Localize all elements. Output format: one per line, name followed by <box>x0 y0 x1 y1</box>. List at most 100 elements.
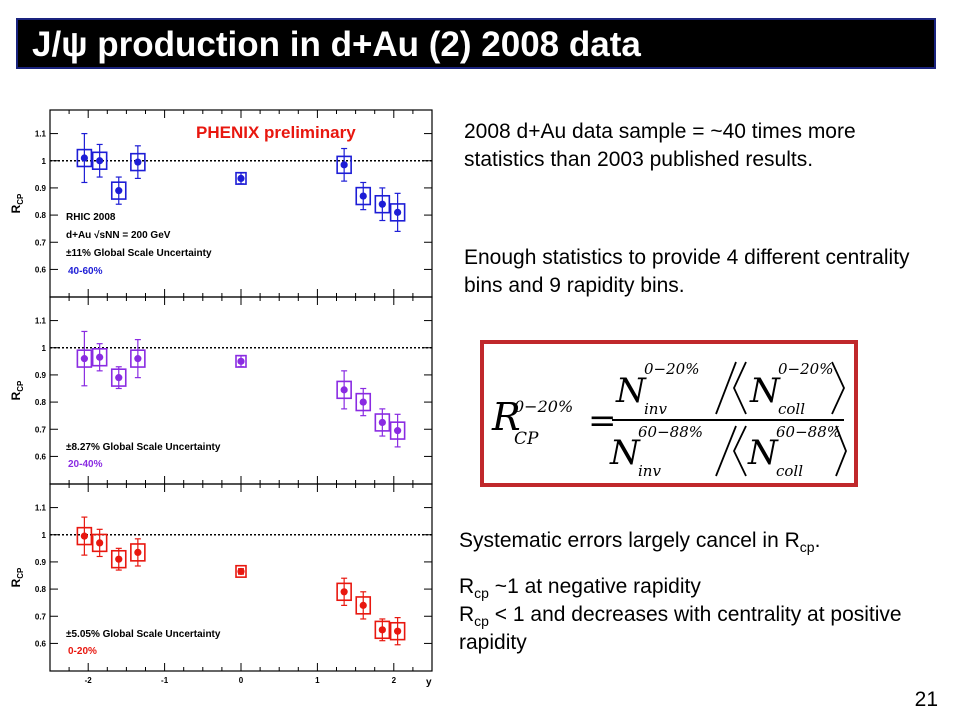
rcp-formula-box: R CP 0−20% = N 0−20% inv N 0−20% coll N … <box>480 340 858 487</box>
paragraph-statistics: 2008 d+Au data sample = ~40 times more s… <box>464 118 934 174</box>
sys-box <box>389 621 406 641</box>
y-tick-label: 0.8 <box>35 211 47 220</box>
sys-box <box>336 155 352 175</box>
y-axis-label: RCP <box>9 380 25 400</box>
den-slash <box>715 425 737 477</box>
data-point <box>134 355 142 363</box>
c2-prefix: R <box>459 603 475 626</box>
y-tick-label: 1.1 <box>35 130 47 139</box>
panel-middle: 0.6 0.7 0.8 0.9 1 1.1 RCP ±8.27% Global Scale U… <box>9 296 433 485</box>
y-tick-label: 0.6 <box>35 639 47 648</box>
sys-box <box>374 413 391 432</box>
slide-title: J/ψ production in d+Au (2) 2008 data <box>32 25 641 64</box>
rhic-label: RHIC 2008 <box>66 212 116 223</box>
centrality-label: 0-20% <box>68 646 97 657</box>
sys-box <box>91 348 108 367</box>
den-N-inv: N <box>609 433 641 473</box>
den-N-coll-sup: 60−88% <box>776 423 841 441</box>
data-point <box>340 386 348 394</box>
x-axis-label: y <box>426 677 432 688</box>
sys-box <box>389 421 406 440</box>
num-langle <box>733 361 747 415</box>
data-point <box>115 187 123 195</box>
num-N-inv: N <box>615 371 647 411</box>
y-tick-label: 0.8 <box>35 398 47 407</box>
rcp-formula: R CP 0−20% = N 0−20% inv N 0−20% coll N … <box>491 360 847 480</box>
data-point <box>378 200 386 208</box>
c1-sub: cp <box>474 585 489 601</box>
data-point <box>115 374 123 382</box>
global-uncertainty-label: ±11% Global Scale Uncertainty <box>66 248 212 259</box>
sys-box <box>336 582 352 602</box>
panel-frame <box>49 296 433 485</box>
conclusion-line-1: Rcp ~1 at negative rapidity <box>459 573 939 601</box>
y-tick-label: 0.7 <box>35 612 47 621</box>
rcp-figure: 0.6 0.7 0.8 0.9 1 1.1 RCP PHENIX preliminary RHI… <box>9 109 433 688</box>
data-point <box>394 427 402 435</box>
y-tick-label: 1 <box>42 157 47 166</box>
y-tick-label: 0.9 <box>35 371 47 380</box>
x-tick-label: 2 <box>392 676 397 685</box>
panel-bottom: 0.6 0.7 0.8 0.9 1 1.1 RCP ±5.05% Global Scale U… <box>9 483 433 688</box>
formula-R: R <box>491 395 521 439</box>
data-point <box>237 567 245 576</box>
formula-cp-sub: CP <box>514 429 539 449</box>
systematics-suffix: . <box>814 529 821 552</box>
den-langle <box>733 425 747 477</box>
data-point <box>80 355 88 363</box>
systematics-prefix: Systematic errors largely cancel in R <box>459 529 800 552</box>
sys-box <box>389 203 406 222</box>
data-point <box>96 539 104 547</box>
data-point <box>96 157 104 165</box>
global-uncertainty-label: ±8.27% Global Scale Uncertainty <box>66 442 221 453</box>
data-point <box>134 548 142 557</box>
centrality-label: 20-40% <box>68 459 103 470</box>
sys-box <box>110 368 127 387</box>
den-N-coll-sub: coll <box>776 462 803 480</box>
data-point <box>359 398 367 406</box>
data-point <box>378 418 386 427</box>
num-rangle <box>831 361 845 415</box>
data-point <box>237 357 245 365</box>
paragraph-bins-text: Enough statistics to provide 4 different… <box>464 246 910 297</box>
data-point <box>340 588 348 596</box>
y-tick-label: 0.9 <box>35 558 47 567</box>
sys-box <box>355 596 372 615</box>
num-N-coll-sub: coll <box>778 400 805 418</box>
c1-prefix: R <box>459 575 475 598</box>
energy-label: d+Au √sNN = 200 GeV <box>66 230 171 241</box>
slide-number: 21 <box>914 688 938 711</box>
centrality-label: 40-60% <box>68 266 103 277</box>
data-point <box>359 192 367 200</box>
x-tick-label: -1 <box>161 676 169 685</box>
sys-box <box>76 526 93 546</box>
sys-box <box>355 186 372 206</box>
sys-box <box>91 151 108 170</box>
sys-box <box>110 549 127 569</box>
sys-box <box>374 620 391 640</box>
phenix-preliminary-label: PHENIX preliminary <box>196 123 356 142</box>
data-point <box>237 174 245 183</box>
data-point <box>134 158 142 166</box>
den-N-coll: N <box>747 433 779 473</box>
num-N-coll-sup: 0−20% <box>778 360 833 378</box>
c1-suffix: ~1 at negative rapidity <box>488 575 701 598</box>
den-rangle <box>835 425 847 477</box>
data-point <box>378 626 386 634</box>
paragraph-systematics: Systematic errors largely cancel in Rcp. <box>459 527 939 555</box>
data-point <box>115 555 123 563</box>
y-tick-label: 1.1 <box>35 317 47 326</box>
paragraph-bins: Enough statistics to provide 4 different… <box>464 244 934 300</box>
y-axis-label: RCP <box>9 193 25 213</box>
num-N-coll: N <box>749 371 781 411</box>
y-tick-label: 0.7 <box>35 425 47 434</box>
formula-equals: = <box>588 401 617 441</box>
sys-box <box>235 564 247 578</box>
sys-box <box>91 533 108 553</box>
num-N-inv-sub: inv <box>644 400 667 418</box>
y-tick-label: 1 <box>42 344 47 353</box>
y-tick-label: 0.6 <box>35 452 47 461</box>
data-point <box>394 627 402 635</box>
sys-box <box>235 171 247 185</box>
sys-box <box>130 349 146 368</box>
